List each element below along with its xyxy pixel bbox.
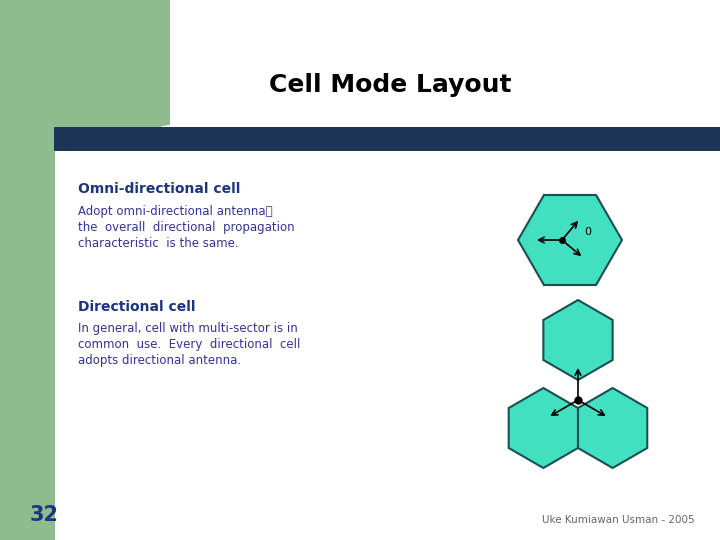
FancyBboxPatch shape bbox=[170, 0, 720, 128]
FancyBboxPatch shape bbox=[54, 127, 720, 151]
Text: Uke Kumiawan Usman - 2005: Uke Kumiawan Usman - 2005 bbox=[542, 515, 695, 525]
Text: Directional cell: Directional cell bbox=[78, 300, 196, 314]
Polygon shape bbox=[544, 300, 613, 380]
Polygon shape bbox=[509, 388, 578, 468]
FancyBboxPatch shape bbox=[0, 0, 55, 540]
FancyBboxPatch shape bbox=[170, 0, 720, 150]
Circle shape bbox=[145, 125, 195, 175]
Text: In general, cell with multi-sector is in: In general, cell with multi-sector is in bbox=[78, 322, 298, 335]
Text: characteristic  is the same.: characteristic is the same. bbox=[78, 237, 238, 250]
Text: 0: 0 bbox=[584, 227, 591, 237]
Text: Cell Mode Layout: Cell Mode Layout bbox=[269, 73, 511, 97]
Text: Adopt omni-directional antenna，: Adopt omni-directional antenna， bbox=[78, 205, 273, 218]
Polygon shape bbox=[518, 195, 622, 285]
Text: adopts directional antenna.: adopts directional antenna. bbox=[78, 354, 241, 367]
Text: Omni-directional cell: Omni-directional cell bbox=[78, 182, 240, 196]
Text: the  overall  directional  propagation: the overall directional propagation bbox=[78, 221, 294, 234]
Text: common  use.  Every  directional  cell: common use. Every directional cell bbox=[78, 338, 300, 351]
FancyBboxPatch shape bbox=[0, 0, 170, 150]
Text: 32: 32 bbox=[30, 505, 59, 525]
Polygon shape bbox=[578, 388, 647, 468]
